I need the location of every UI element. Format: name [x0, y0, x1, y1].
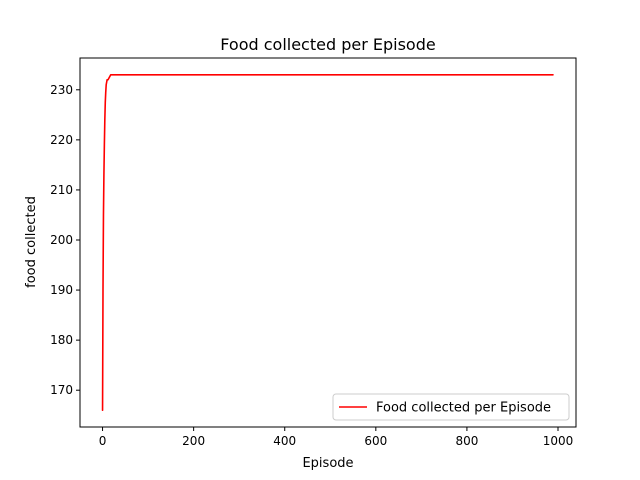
y-tick-label: 200 [50, 233, 73, 247]
x-tick-label: 0 [99, 434, 107, 448]
y-tick-label: 210 [50, 183, 73, 197]
x-tick-label: 1000 [543, 434, 574, 448]
x-axis-label: Episode [302, 456, 353, 471]
x-tick-label: 600 [364, 434, 387, 448]
legend: Food collected per Episode [332, 393, 570, 421]
plot-frame [79, 57, 577, 428]
y-axis-label: food collected [24, 196, 39, 288]
series-line-0 [101, 73, 554, 412]
y-tick-label: 190 [50, 283, 73, 297]
y-tick-label: 220 [50, 133, 73, 147]
plot-area: 0 200 400 600 800 1000 170 180 190 200 210 220 230 [50, 57, 577, 448]
x-tick-label: 800 [455, 434, 478, 448]
legend-label: Food collected per Episode [376, 401, 551, 416]
legend-box [332, 393, 570, 421]
x-tick-label: 400 [273, 434, 296, 448]
y-tick-label: 180 [50, 333, 73, 347]
y-tick-label: 230 [50, 83, 73, 97]
y-tick-label: 170 [50, 383, 73, 397]
chart-title: Food collected per Episode [220, 35, 435, 54]
x-tick-label: 200 [182, 434, 205, 448]
